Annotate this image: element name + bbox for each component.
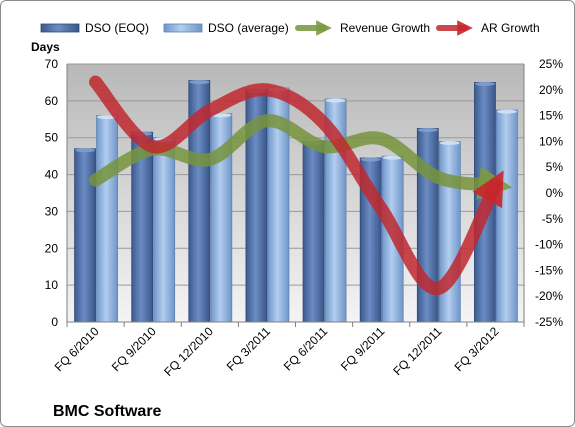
x-tick-label: FQ 6/2010 <box>52 324 102 374</box>
x-tick-label: FQ 9/2010 <box>109 324 159 374</box>
x-tick-label: FQ 12/2011 <box>390 324 444 378</box>
right-tick-label: 20% <box>539 83 563 97</box>
bar-top <box>439 140 460 145</box>
left-tick-label: 30 <box>45 204 59 218</box>
left-tick-label: 20 <box>45 241 59 255</box>
right-tick-label: -10% <box>535 238 563 252</box>
legend: DSO (EOQ) DSO (average) Revenue Growth AR G… <box>40 20 540 36</box>
left-axis-ticks: 0 10 20 30 40 50 60 70 <box>45 57 59 329</box>
x-tick-label: FQ 9/2011 <box>338 324 388 374</box>
left-tick-label: 50 <box>45 131 59 145</box>
bar-top <box>474 81 495 86</box>
bar-dso-average <box>438 140 461 323</box>
x-tick-label: FQ 12/2010 <box>161 324 216 379</box>
legend-swatch-dso-average <box>163 23 203 33</box>
right-tick-label: 25% <box>539 57 563 71</box>
bar-top <box>417 128 438 132</box>
left-tick-label: 70 <box>45 57 59 71</box>
right-tick-label: 0% <box>546 186 564 200</box>
x-tick-label: FQ 3/2011 <box>224 324 274 374</box>
bar-top <box>496 109 517 114</box>
right-tick-label: -5% <box>542 212 564 226</box>
bar-top <box>382 155 403 160</box>
right-tick-label: 5% <box>546 160 564 174</box>
left-tick-label: 60 <box>45 94 59 108</box>
right-tick-label: -20% <box>535 289 563 303</box>
x-axis-ticks: FQ 6/2010 FQ 9/2010 FQ 12/2010 FQ 3/2011 FQ … <box>52 324 502 379</box>
growth-lines <box>89 75 513 295</box>
left-tick-label: 40 <box>45 168 59 182</box>
bar-dso-average <box>153 137 176 323</box>
legend-label-dso-eoq: DSO (EOQ) <box>85 21 149 35</box>
chart-title: BMC Software <box>53 403 162 420</box>
right-tick-label: -25% <box>535 315 563 329</box>
axes <box>66 64 525 327</box>
left-tick-label: 0 <box>51 315 58 329</box>
right-tick-label: 15% <box>539 109 563 123</box>
legend-label-revenue-growth: Revenue Growth <box>340 21 430 35</box>
legend-label-dso-average: DSO (average) <box>208 21 289 35</box>
legend-swatch-dso-eoq <box>40 23 80 33</box>
x-tick-label: FQ 3/2012 <box>452 324 502 374</box>
right-tick-label: 10% <box>539 134 563 148</box>
right-axis-ticks: -25% -20% -15% -10% -5% 0% 5% 10% 15% 20% 25% <box>535 57 563 329</box>
bar-top <box>97 115 118 120</box>
left-axis-label: Days <box>31 40 60 54</box>
bar-top <box>75 148 96 153</box>
left-tick-label: 10 <box>45 278 59 292</box>
bar-top <box>325 98 346 103</box>
right-tick-label: -15% <box>535 263 563 277</box>
bar-dso-average <box>496 109 518 323</box>
x-tick-label: FQ 6/2011 <box>281 324 331 374</box>
bar-dso-eoq <box>302 140 325 323</box>
bars <box>74 80 518 323</box>
bar-top <box>189 80 210 85</box>
legend-label-ar-growth: AR Growth <box>481 21 540 35</box>
bar-top <box>360 157 381 162</box>
bar-dso-average <box>96 115 118 323</box>
line-ar-growth <box>89 75 504 295</box>
